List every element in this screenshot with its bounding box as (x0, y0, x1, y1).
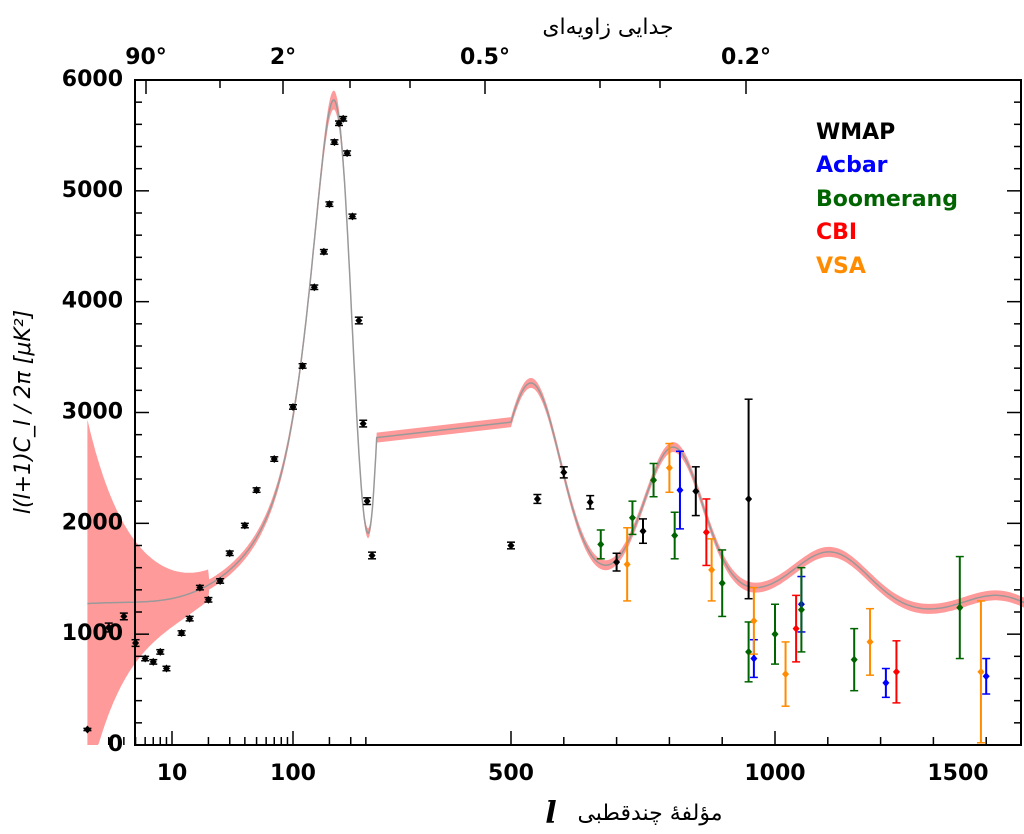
series-wmap (83, 114, 753, 734)
top-tick-label: 0.5° (460, 45, 510, 70)
data-point (676, 486, 684, 495)
y-tick-label: 2000 (62, 510, 123, 535)
data-point (355, 316, 363, 325)
data-points-layer (83, 114, 991, 744)
x-tick-label: 100 (270, 761, 316, 786)
axis-ticks (107, 79, 1021, 746)
y-axis-title: l(l+1)C_l / 2π [μK²] (11, 310, 36, 514)
data-point (359, 419, 367, 428)
data-point (310, 283, 318, 292)
data-point (771, 630, 779, 639)
data-point (507, 541, 515, 550)
data-point (325, 200, 333, 209)
legend-item-acbar: Acbar (816, 153, 888, 178)
data-point (586, 498, 594, 507)
data-point (339, 114, 347, 123)
data-point (718, 579, 726, 588)
data-point (597, 540, 605, 549)
data-point (186, 614, 194, 623)
data-point (226, 549, 234, 558)
data-point (792, 624, 800, 633)
x-tick-label: 10 (157, 761, 188, 786)
data-point (368, 551, 376, 560)
top-axis-title: جدایی زاویه‌ای (542, 15, 673, 40)
y-tick-label: 5000 (62, 178, 123, 203)
data-point (892, 667, 900, 676)
data-point (289, 402, 297, 411)
series-boomerang (596, 462, 964, 692)
data-point (750, 654, 758, 663)
data-point (692, 487, 700, 496)
series-vsa (623, 442, 985, 744)
x-axis-symbol: l (545, 796, 556, 831)
data-point (253, 486, 261, 495)
top-tick-label: 0.2° (721, 45, 771, 70)
y-tick-label: 6000 (62, 67, 123, 92)
data-point (650, 476, 658, 485)
data-point (320, 247, 328, 256)
data-point (671, 531, 679, 540)
legend: WMAP Acbar Boomerang CBI VSA (816, 120, 958, 279)
data-point (196, 583, 204, 592)
data-point (745, 494, 753, 503)
data-point (105, 623, 113, 632)
data-point (560, 468, 568, 477)
data-point (782, 670, 790, 679)
data-point (882, 678, 890, 687)
x-tick-label: 1000 (744, 761, 805, 786)
data-point (708, 565, 716, 574)
data-point (178, 629, 186, 638)
data-point (156, 647, 164, 656)
data-point (343, 149, 351, 158)
y-tick-labels: 0 1000 2000 3000 4000 5000 6000 (62, 67, 123, 757)
y-tick-label: 1000 (62, 621, 123, 646)
legend-item-wmap: WMAP (816, 120, 895, 145)
data-point (241, 521, 249, 530)
x-tick-label: 1500 (927, 761, 988, 786)
data-point (850, 655, 858, 664)
y-tick-label: 0 (108, 732, 123, 757)
x-tick-label: 500 (488, 761, 534, 786)
data-point (270, 455, 278, 464)
data-point (299, 361, 307, 370)
top-tick-label: 2° (270, 45, 296, 70)
y-tick-label: 4000 (62, 289, 123, 314)
data-point (702, 528, 710, 537)
data-point (83, 725, 91, 734)
x-tick-labels: 10 100 500 1000 1500 (157, 761, 989, 786)
data-point (613, 558, 621, 567)
legend-item-boomerang: Boomerang (816, 187, 958, 212)
model-curve-layer (87, 99, 1024, 610)
data-point (149, 657, 157, 666)
data-point (750, 616, 758, 625)
data-point (797, 605, 805, 614)
data-point (866, 637, 874, 646)
data-point (956, 603, 964, 612)
data-point (162, 664, 170, 673)
data-point (204, 595, 212, 604)
legend-item-cbi: CBI (816, 220, 857, 245)
model-curve (87, 99, 1024, 610)
data-point (982, 672, 990, 681)
data-point (363, 497, 371, 506)
data-point (665, 463, 673, 472)
data-point (533, 494, 541, 503)
x-axis-title: مؤلفهٔ چندقطبی (577, 801, 722, 826)
data-point (639, 527, 647, 536)
data-point (623, 560, 631, 569)
legend-item-vsa: VSA (816, 254, 866, 279)
data-point (141, 654, 149, 663)
top-tick-label: 90° (125, 45, 167, 70)
data-point (348, 212, 356, 221)
series-cbi (702, 498, 901, 704)
data-point (216, 576, 224, 585)
y-tick-label: 3000 (62, 400, 123, 425)
data-point (977, 667, 985, 676)
data-point (628, 513, 636, 522)
top-tick-labels: 90° 2° 0.5° 0.2° (125, 45, 771, 70)
data-point (330, 138, 338, 147)
data-point (120, 612, 128, 621)
